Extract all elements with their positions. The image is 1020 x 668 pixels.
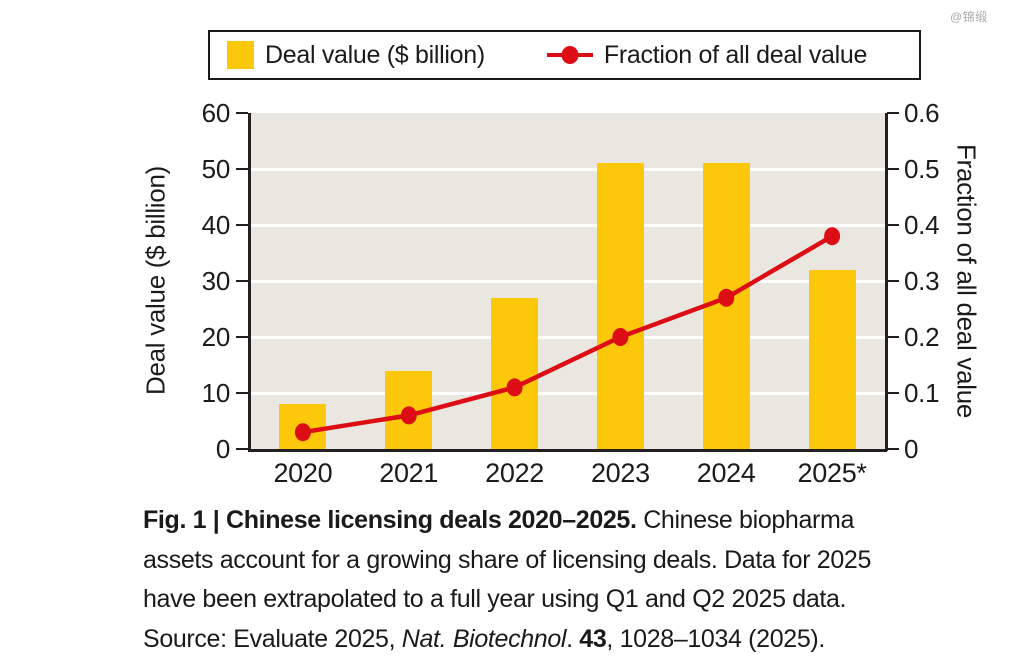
left-axis-tick (236, 167, 248, 171)
plot-area (250, 113, 885, 449)
right-axis-tick (887, 111, 899, 115)
caption-text: Chinese biopharma (636, 506, 855, 534)
line-point-2022 (506, 378, 523, 397)
right-axis-tick (887, 167, 899, 171)
right-axis-tick-label: 0.2 (904, 322, 940, 352)
caption-mid: . (566, 624, 580, 653)
right-axis-tick (887, 447, 899, 451)
x-axis-label-2025*: 2025* (797, 458, 867, 488)
left-axis-tick (236, 335, 248, 339)
bar-legend-label: Deal value ($ billion) (265, 40, 485, 69)
left-axis-tick-label: 20 (201, 322, 231, 352)
legend: Deal value ($ billion) Fraction of all d… (208, 30, 921, 80)
left-axis-tick-label: 50 (201, 154, 231, 184)
x-axis-label-2024: 2024 (696, 458, 756, 488)
caption-line-3: have been extrapolated to a full year us… (143, 585, 847, 613)
left-axis-tick (236, 447, 248, 451)
gridline (250, 279, 885, 283)
caption-line-4: Source: Evaluate 2025, Nat. Biotechnol. … (143, 620, 953, 660)
caption-line-1: Fig. 1 | Chinese licensing deals 2020–20… (143, 501, 953, 541)
bar-2025* (808, 269, 856, 449)
left-axis-tick (236, 279, 248, 283)
right-axis-tick-label: 0.6 (904, 98, 940, 128)
left-axis-tick (236, 391, 248, 395)
right-axis-tick (887, 335, 899, 339)
caption-fig-label: Fig. 1 | Chinese licensing deals 2020–20… (143, 506, 637, 534)
line-point-2020 (294, 423, 311, 442)
line-point-2021 (400, 406, 417, 425)
right-axis-title: Fraction of all deal value (951, 143, 982, 419)
fraction-line (294, 227, 841, 442)
left-axis-tick-label: 40 (201, 210, 231, 240)
right-axis-tick-label: 0.1 (904, 378, 940, 408)
caption-volume: 43 (579, 624, 607, 653)
figure-caption: Fig. 1 | Chinese licensing deals 2020–20… (143, 501, 953, 659)
caption-suffix: , 1028–1034 (2025). (606, 624, 825, 653)
x-axis-label-2023: 2023 (590, 458, 650, 488)
bottom-axis-line (248, 449, 887, 452)
line-point-2023 (612, 328, 629, 346)
watermark: @锦缎 (950, 10, 988, 24)
line-legend-label: Fraction of all deal value (603, 40, 868, 69)
line-point-2025* (824, 227, 841, 246)
caption-source-prefix: Source: Evaluate 2025, (143, 624, 402, 653)
right-axis-tick-label: 0 (904, 434, 919, 464)
line-legend-glyph-icon (546, 46, 593, 64)
left-axis-tick-label: 10 (201, 378, 231, 408)
right-axis-tick-label: 0.3 (904, 266, 940, 296)
gridline (250, 335, 885, 339)
right-axis-tick-label: 0.4 (904, 210, 940, 240)
line-point-2024 (718, 288, 735, 307)
bar-legend-swatch-icon (227, 41, 254, 69)
left-axis-tick-label: 0 (215, 434, 230, 464)
x-axis-label-2021: 2021 (379, 458, 439, 488)
right-axis-tick-label: 0.5 (904, 154, 940, 184)
right-axis-line (885, 113, 888, 451)
x-axis-label-2020: 2020 (273, 458, 333, 488)
x-axis-label-2022: 2022 (485, 458, 545, 488)
bar-2023 (596, 163, 644, 449)
bar-2022 (491, 297, 539, 449)
gridline (250, 391, 885, 395)
right-axis-tick (887, 391, 899, 395)
left-axis-tick (236, 223, 248, 227)
gridline (250, 223, 885, 227)
left-axis-tick-label: 60 (201, 98, 231, 128)
left-axis-tick (236, 111, 248, 115)
right-axis-tick (887, 279, 899, 283)
gridline (250, 167, 885, 171)
right-axis-tick (887, 223, 899, 227)
left-axis-line (248, 113, 251, 451)
left-axis-tick-label: 30 (201, 266, 231, 296)
caption-line-2: assets account for a growing share of li… (143, 545, 872, 574)
caption-journal: Nat. Biotechnol (401, 624, 567, 653)
